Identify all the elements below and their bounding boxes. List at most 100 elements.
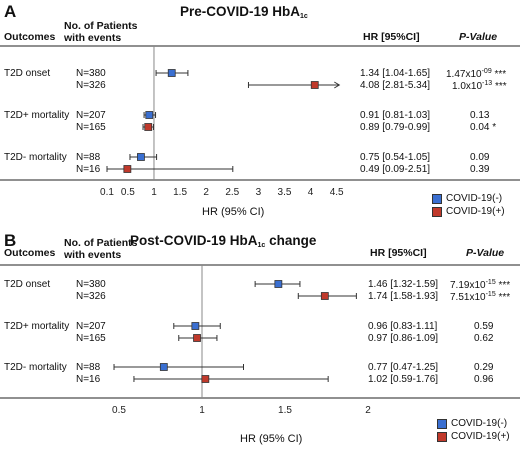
panel-b-letter: B (4, 231, 17, 250)
panel-a-row-outcome: T2D- mortality (4, 152, 67, 163)
panel-b-row-hr-text: 1.74 [1.58-1.93] (368, 291, 439, 302)
panel-a-header-hr: HR [95%CI] (363, 31, 420, 43)
panel-b-row-pvalue: 0.59 (474, 321, 494, 332)
panel-a-row-pvalue: 0.13 (470, 110, 490, 121)
panel-b-row-pvalue: 0.62 (474, 333, 494, 344)
panel-b-header-hr: HR [95%CI] (370, 247, 427, 259)
panel-a-row-n: N=165 (76, 122, 106, 133)
panel-a-header-outcomes: Outcomes (4, 31, 56, 43)
panel-a-row-n: N=207 (76, 110, 106, 121)
legend-item: COVID-19(+) (432, 206, 505, 217)
x-tick-label: 2 (365, 405, 371, 416)
panel-a-row-pvalue: 1.0x10-13 *** (452, 80, 507, 92)
panel-a-row-pvalue: 0.39 (470, 164, 490, 175)
panel-a-row-pvalue: 0.09 (470, 152, 490, 163)
panel-a-header-patients-1: No. of Patients (64, 20, 138, 32)
panel-a-row-pvalue: 0.04 * (470, 122, 497, 133)
panel-a-header-patients-2: with events (64, 32, 122, 44)
panel-a-row-n: N=326 (76, 80, 106, 91)
legend-label: COVID-19(+) (451, 431, 510, 442)
x-tick-label: 4 (308, 187, 314, 198)
panel-b-header-outcomes: Outcomes (4, 247, 56, 259)
panel-b-row-hr-text: 0.77 [0.47-1.25] (368, 362, 439, 373)
x-tick-label: 2 (203, 187, 209, 198)
panel-b-row-n: N=165 (76, 333, 106, 344)
hr-point (144, 123, 153, 131)
panel-a-x-label: HR (95% CI) (202, 206, 265, 218)
panel-a-row-hr-text: 4.08 [2.81-5.34] (360, 80, 431, 91)
hr-point (145, 111, 154, 119)
panel-b-row-hr-text: 0.96 [0.83-1.11] (368, 321, 438, 332)
hr-point (167, 69, 176, 77)
x-tick-label: 3 (256, 187, 262, 198)
panel-b-row-outcome: T2D onset (4, 279, 51, 290)
legend-swatch (437, 431, 447, 442)
legend-item: COVID-19(-) (432, 193, 505, 204)
panel-a-title: Pre-COVID-19 HbA1c (180, 4, 308, 20)
panel-a-row-outcome: T2D onset (4, 68, 51, 79)
panel-b-x-label: HR (95% CI) (240, 433, 303, 445)
panel-b-row-pvalue: 0.29 (474, 362, 494, 373)
panel-b-header-patients-2: with events (64, 249, 122, 261)
x-tick-label: 3.5 (278, 187, 292, 198)
panel-a-row-hr-text: 0.91 [0.81-1.03] (360, 110, 431, 121)
panel-a-row-hr-text: 0.75 [0.54-1.05] (360, 152, 431, 163)
panel-a-row-hr-text: 0.89 [0.79-0.99] (360, 122, 431, 133)
panel-a-legend: COVID-19(-) COVID-19(+) (432, 193, 505, 217)
hr-point (159, 363, 168, 371)
panel-a-header-pvalue: P-Value (459, 31, 498, 43)
x-tick-label: 1.5 (173, 187, 187, 198)
x-tick-label: 1 (151, 187, 157, 198)
legend-item: COVID-19(-) (437, 418, 510, 429)
hr-point (191, 322, 200, 330)
legend-swatch (432, 193, 442, 204)
panel-b-row-n: N=207 (76, 321, 106, 332)
panel-b-row-n: N=88 (76, 362, 101, 373)
legend-swatch (437, 418, 447, 429)
x-tick-label: 2.5 (225, 187, 239, 198)
legend-swatch (432, 206, 442, 217)
hr-point (137, 153, 145, 161)
panel-b-header-patients-1: No. of Patients (64, 237, 138, 249)
panel-a-row-n: N=16 (76, 164, 101, 175)
hr-point (201, 375, 210, 383)
panel-b-legend: COVID-19(-) COVID-19(+) (437, 418, 510, 442)
panel-b-row-pvalue: 7.51x10-15 *** (450, 291, 511, 303)
panel-b-header-pvalue: P-Value (466, 247, 505, 259)
panel-b-row-outcome: T2D- mortality (4, 362, 67, 373)
panel-b-row-outcome: T2D+ mortality (4, 321, 70, 332)
legend-label: COVID-19(-) (451, 418, 508, 429)
hr-point (123, 165, 132, 173)
panel-b-row-n: N=380 (76, 279, 106, 290)
panel-a-row-n: N=380 (76, 68, 106, 79)
panel-a-row-hr-text: 1.34 [1.04-1.65] (360, 68, 431, 79)
x-tick-label: 1.5 (278, 405, 292, 416)
panel-b-row-pvalue: 7.19x10-15 *** (450, 279, 511, 291)
legend-item: COVID-19(+) (437, 431, 510, 442)
panel-b-row-hr-text: 1.02 [0.59-1.76] (368, 374, 439, 385)
hr-point (310, 81, 319, 89)
panel-b-row-hr-text: 1.46 [1.32-1.59] (368, 279, 439, 290)
panel-b-row-n: N=326 (76, 291, 106, 302)
hr-point (320, 292, 329, 300)
panel-b-forest-plot: 0.5 1 1.5 2 (112, 265, 371, 416)
panel-a-forest-plot: 0.1 0.5 1 1.5 2 2.5 3 3.5 4 4.5 (100, 46, 344, 198)
panel-a-row-hr-text: 0.49 [0.09-2.51] (360, 164, 431, 175)
x-tick-label: 1 (199, 405, 205, 416)
hr-point (193, 334, 201, 342)
x-tick-label: 0.5 (121, 187, 135, 198)
panel-b-title: Post-COVID-19 HbA1c change (130, 233, 317, 249)
ci-arrow (334, 81, 341, 89)
panel-a-row-pvalue: 1.47x10-09 *** (446, 68, 507, 80)
panel-b-row-n: N=16 (76, 374, 101, 385)
panel-b-row-hr-text: 0.97 [0.86-1.09] (368, 333, 439, 344)
legend-label: COVID-19(-) (446, 193, 503, 204)
panel-a-letter: A (4, 2, 17, 21)
legend-label: COVID-19(+) (446, 206, 505, 217)
x-tick-label: 4.5 (330, 187, 344, 198)
x-tick-label: 0.5 (112, 405, 126, 416)
x-tick-label: 0.1 (100, 187, 114, 198)
panel-a-row-outcome: T2D+ mortality (4, 110, 70, 121)
panel-b-row-pvalue: 0.96 (474, 374, 494, 385)
